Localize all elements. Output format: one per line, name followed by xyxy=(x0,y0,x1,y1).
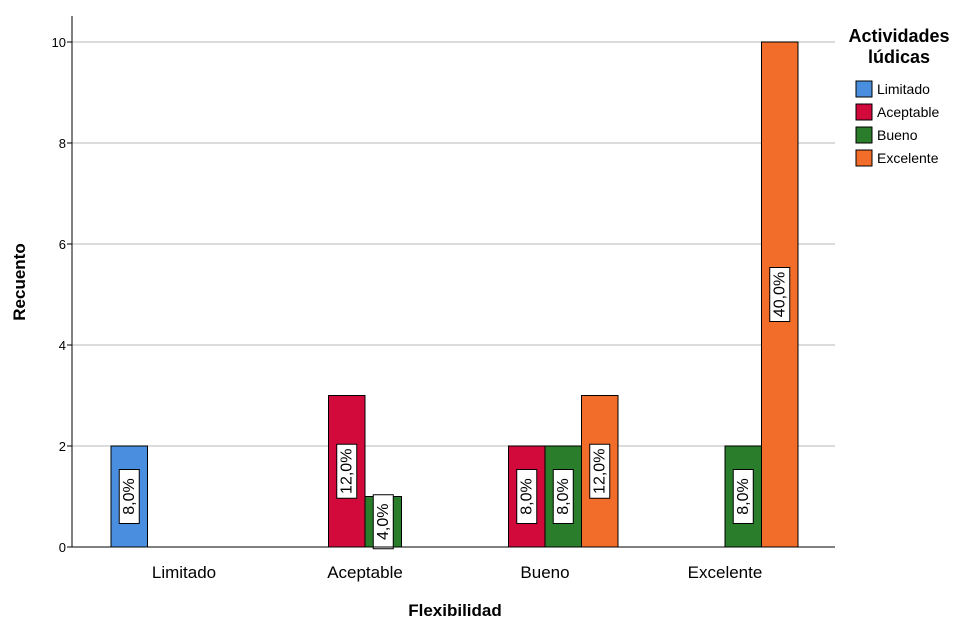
data-label-box xyxy=(516,469,538,524)
x-tick-labels: Limitado Aceptable Bueno Excelente xyxy=(152,563,762,582)
x-tick-label: Excelente xyxy=(688,563,763,582)
legend-swatch xyxy=(855,103,873,121)
y-tick-label: 0 xyxy=(59,540,66,555)
legend-title: Actividades lúdicas xyxy=(848,26,949,67)
data-label-box xyxy=(552,469,574,524)
x-tick-label: Aceptable xyxy=(327,563,403,582)
data-label-box xyxy=(769,267,791,322)
legend-swatch xyxy=(855,80,873,98)
y-tick-label: 6 xyxy=(59,237,66,252)
legend-swatch xyxy=(855,126,873,144)
legend-label: Limitado xyxy=(877,81,930,97)
data-label-box xyxy=(372,494,394,550)
legend-label: Bueno xyxy=(877,127,918,143)
data-label: 8,0% xyxy=(735,478,752,514)
data-labels-group: 8,0% 12,0% 8,0% 4,0% 8,0% 8,0% 12,0% 40,0% xyxy=(118,267,791,550)
y-tick-label: 10 xyxy=(52,35,66,50)
legend-swatch xyxy=(855,149,873,167)
data-label-box xyxy=(336,443,358,499)
data-label: 12,0% xyxy=(338,449,355,494)
legend-label: Aceptable xyxy=(877,104,939,120)
data-label: 40,0% xyxy=(771,272,788,317)
y-tick-label: 4 xyxy=(59,338,66,353)
data-label-box xyxy=(118,469,140,524)
y-tick-label: 2 xyxy=(59,439,66,454)
data-label: 8,0% xyxy=(555,478,572,514)
data-label: 8,0% xyxy=(121,478,138,514)
legend-label: Excelente xyxy=(877,150,939,166)
y-tick-labels: 0 2 4 6 8 10 xyxy=(52,35,72,555)
x-tick-label: Bueno xyxy=(520,563,569,582)
y-axis-title: Recuento xyxy=(10,243,29,320)
gridlines xyxy=(72,41,835,447)
data-label: 12,0% xyxy=(591,449,608,494)
bars-group xyxy=(110,41,799,548)
data-label-box xyxy=(732,469,754,524)
data-label: 8,0% xyxy=(518,478,535,514)
x-tick-label: Limitado xyxy=(152,563,216,582)
data-label-box xyxy=(589,443,611,499)
y-tick-label: 8 xyxy=(59,136,66,151)
legend-items: Limitado Aceptable Bueno Excelente xyxy=(855,80,939,167)
axes xyxy=(71,16,835,548)
legend: Actividades lúdicas Limitado Aceptable Buen… xyxy=(848,26,950,167)
data-label: 4,0% xyxy=(375,504,392,540)
x-axis-title: Flexibilidad xyxy=(408,601,502,617)
